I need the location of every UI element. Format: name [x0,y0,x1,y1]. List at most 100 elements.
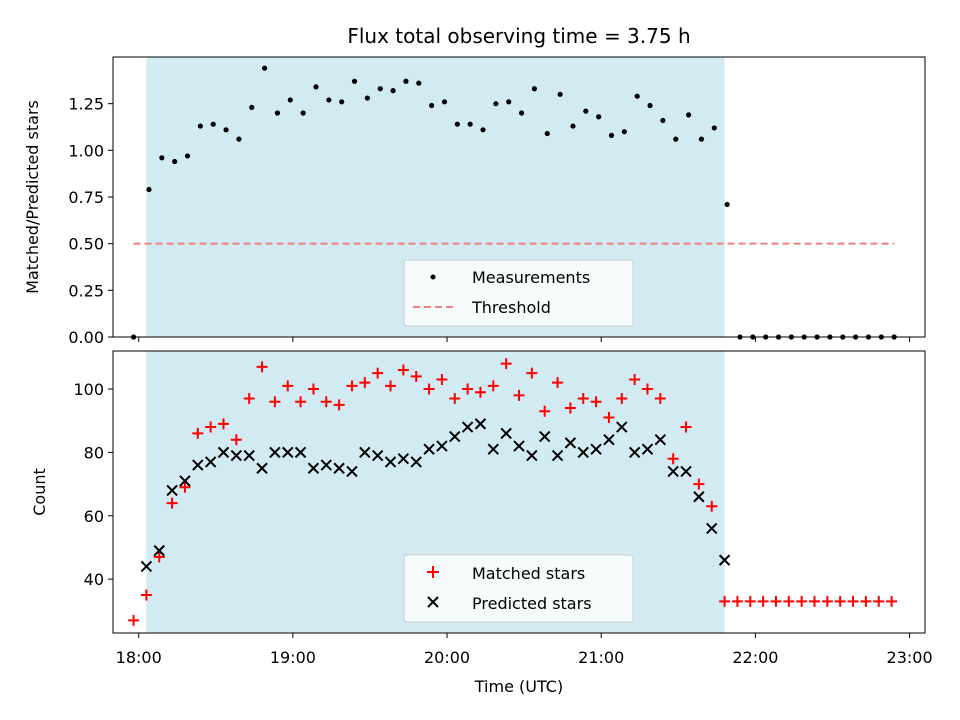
measurement-point [647,102,653,109]
predicted-star-point [346,465,358,478]
bottom-legend-box [403,554,634,623]
y-tick-label: 0.50 [68,235,104,254]
matched-star-point [513,389,525,401]
predicted-star-point [487,443,500,455]
predicted-star-point [243,449,255,462]
predicted-star-point [333,462,345,474]
predicted-star-point [192,459,204,471]
measurement-point [236,136,242,142]
predicted-star-point [616,421,628,433]
matched-star-point [590,396,602,408]
bottom-x-axis-ticks: 18:00 19:00 20:00 21:00 22:00 23:00 [116,633,933,667]
predicted-star-point [269,446,281,459]
matched-star-point [706,500,718,512]
predicted-star-point [513,440,525,452]
predicted-star-point [384,456,397,468]
measurement-point [429,102,435,109]
chart-title: Flux total observing time = 3.75 h [347,24,690,48]
matched-star-point [217,418,229,430]
legend-x-marker [427,596,439,608]
matched-star-point [128,614,140,626]
y-tick-label: 0.25 [68,281,104,300]
top-x-axis-ticks [138,337,911,342]
predicted-star-point [706,522,718,535]
matched-star-point [873,595,885,607]
predicted-star-point [320,459,332,471]
measurement-point [300,110,306,116]
measurement-point [390,88,396,94]
predicted-star-point [256,462,268,474]
predicted-star-point [628,446,641,459]
measurement-point [441,99,448,105]
x-tick-label: 21:00 [578,648,624,667]
legend-measurements-marker [430,274,436,280]
matched-star-point [886,595,898,607]
matched-star-point [140,589,152,601]
measurement-points [130,65,897,340]
matched-star-point [860,595,872,607]
measurement-point [159,155,165,161]
matched-star-point [423,383,435,395]
matched-star-point [462,383,474,395]
matched-star-point [205,421,217,433]
top-legend-box [403,259,634,327]
legend-predicted-marker [427,596,439,608]
predicted-star-point [230,449,243,462]
matched-star-point [487,380,499,392]
predicted-star-point [436,440,448,452]
matched-star-point [719,595,731,607]
matched-star-point [372,367,384,379]
top-y-axis-title: Matched/Predicted stars [23,100,42,294]
top-legend: Measurements Threshold [403,259,634,327]
predicted-star-point [500,427,512,440]
y-tick-label: 80 [84,443,104,462]
legend-measurements-label: Measurements [472,268,590,287]
measurement-point [621,129,627,135]
matched-star-point [282,380,294,392]
measurement-point [570,123,576,129]
measurement-point [493,101,499,107]
y-tick-label: 0.75 [68,188,104,207]
measurement-point [313,84,319,90]
matched-star-point [564,402,576,414]
predicted-star-point [179,475,191,487]
y-tick-label: 40 [84,570,104,589]
matched-star-point [616,393,628,405]
matched-star-point [397,364,409,376]
predicted-star-point [564,437,577,449]
measurement-point [249,104,255,110]
matched-star-point [153,551,165,563]
predicted-star-point [140,560,153,573]
predicted-star-point [410,456,422,468]
matched-star-point [757,595,769,607]
y-tick-label: 100 [73,380,104,399]
measurement-point [351,78,358,84]
measurement-point [698,136,705,142]
measurement-point [223,127,229,133]
matched-star-point [603,412,615,424]
matched-star-point [192,427,204,439]
matched-star-point [346,380,358,392]
bottom-y-axis-ticks: 40 60 80 100 [73,380,113,589]
measurement-point [326,97,332,103]
matched-star-point [744,595,756,607]
measurement-point [364,95,370,101]
legend-matched-marker [427,566,439,578]
legend-predicted-label: Predicted stars [472,594,592,613]
measurement-point [673,136,679,142]
measurement-point [724,201,730,208]
measurement-point [274,110,281,116]
matched-star-point [552,377,564,389]
matched-star-point [847,595,859,607]
matched-star-point [179,481,191,493]
matched-star-point [731,595,743,607]
measurement-point [506,99,512,105]
predicted-stars-points [140,418,731,573]
matched-star-point [449,393,461,405]
predicted-star-point [307,462,320,474]
bottom-legend: Matched stars Predicted stars [403,554,634,623]
predicted-star-point [397,453,410,465]
predicted-star-point [526,449,538,462]
bottom-plot-frame [112,350,926,634]
